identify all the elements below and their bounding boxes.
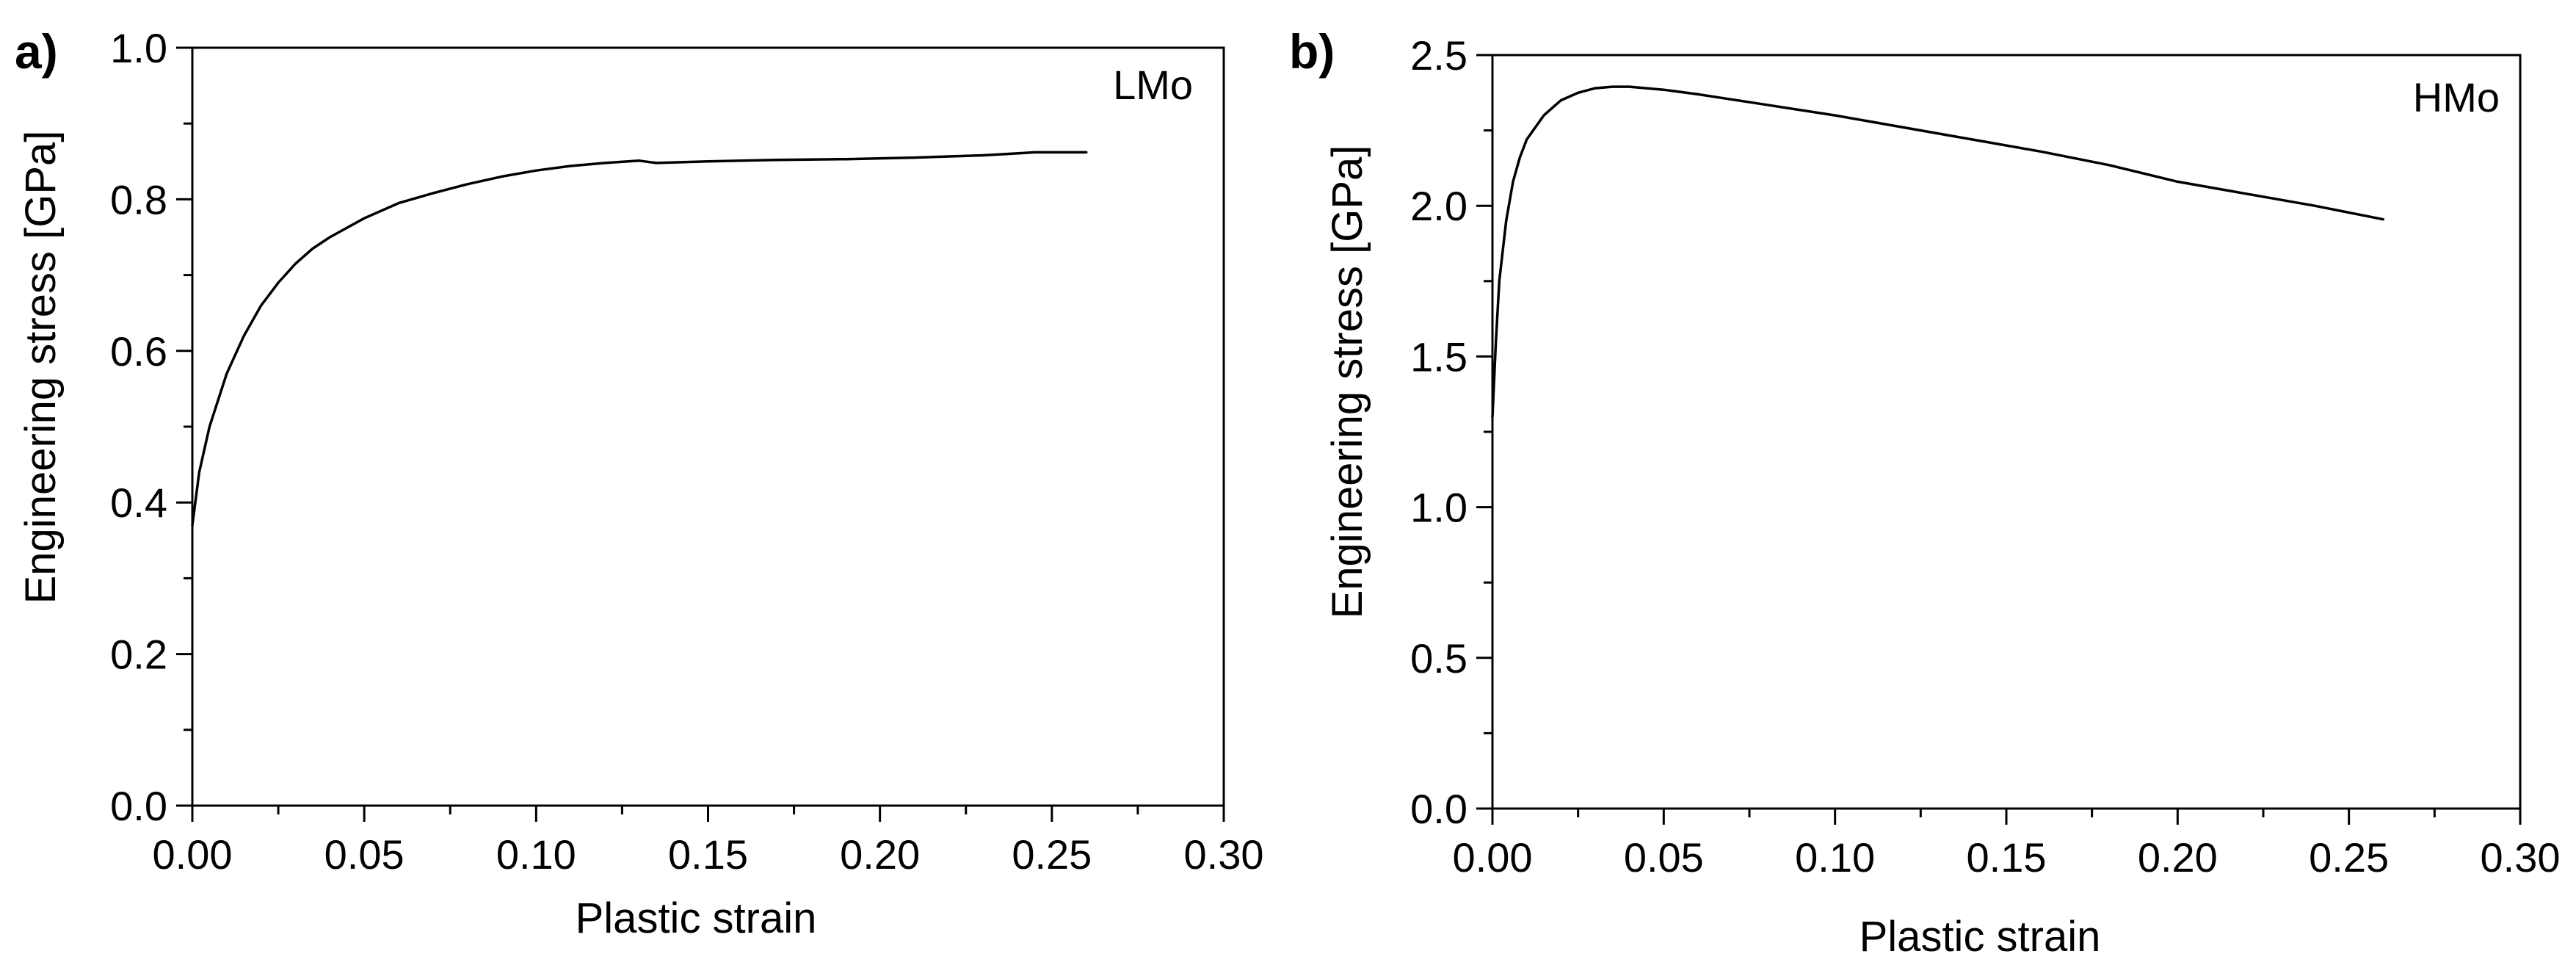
ticks-b: 0.00 0.05 0.10 0.15 0.20 0.25 0.30 0.0 0.5 1.0 1.5… <box>1410 32 2560 881</box>
chart-panel-a: a) 0.00 0.05 0.10 0.15 0.20 0.25 0.30 0.0 0.2 0.4… <box>15 24 1264 942</box>
x-tick-label: 0.30 <box>1184 831 1264 878</box>
x-axis-label-a: Plastic strain <box>576 894 817 942</box>
x-tick-label: 0.00 <box>1453 834 1533 881</box>
y-tick-label: 1.0 <box>110 25 167 71</box>
y-axis-label-a: Engineering stress [GPa] <box>17 131 65 604</box>
x-tick-label: 0.30 <box>2481 834 2561 881</box>
y-tick-label: 0.8 <box>110 176 167 223</box>
y-tick-label: 2.0 <box>1410 183 1467 229</box>
y-axis-label-b: Engineering stress [GPa] <box>1324 145 1371 619</box>
x-tick-label: 0.10 <box>496 831 576 878</box>
chart-panel-b: b) 0.00 0.05 0.10 0.15 0.20 0.25 0.30 0.0 0.5 1.0… <box>1289 24 2561 961</box>
x-axis-label-b: Plastic strain <box>1860 913 2101 961</box>
data-line-hmo <box>1491 85 2385 419</box>
x-tick-label: 0.15 <box>1967 834 2047 881</box>
y-tick-label: 0.5 <box>1410 635 1467 682</box>
y-tick-label: 0.6 <box>110 328 167 375</box>
y-tick-label: 1.5 <box>1410 333 1467 380</box>
x-tick-label: 0.05 <box>1624 834 1704 881</box>
x-tick-label: 0.25 <box>1012 831 1092 878</box>
panel-label-a: a) <box>15 24 58 79</box>
x-tick-label: 0.20 <box>2138 834 2218 881</box>
curve-annotation-lmo: LMo <box>1113 62 1193 108</box>
x-tick-label: 0.25 <box>2309 834 2389 881</box>
data-line-lmo <box>191 151 1088 527</box>
x-tick-label: 0.10 <box>1795 834 1875 881</box>
y-tick-label: 1.0 <box>1410 485 1467 531</box>
plot-frame-b <box>1491 54 2522 810</box>
x-tick-label: 0.05 <box>324 831 404 878</box>
curve-annotation-hmo: HMo <box>2413 74 2500 120</box>
x-tick-label: 0.00 <box>153 831 233 878</box>
x-tick-label: 0.15 <box>668 831 748 878</box>
y-tick-label: 0.0 <box>1410 786 1467 832</box>
y-tick-label: 0.4 <box>110 480 167 526</box>
panel-label-b: b) <box>1289 24 1335 79</box>
x-tick-label: 0.20 <box>840 831 920 878</box>
ticks-a: 0.00 0.05 0.10 0.15 0.20 0.25 0.30 0.0 0.2 0.4 0.6… <box>110 25 1263 878</box>
y-tick-label: 0.2 <box>110 632 167 678</box>
y-tick-label: 0.0 <box>110 783 167 829</box>
y-tick-label: 2.5 <box>1410 32 1467 79</box>
